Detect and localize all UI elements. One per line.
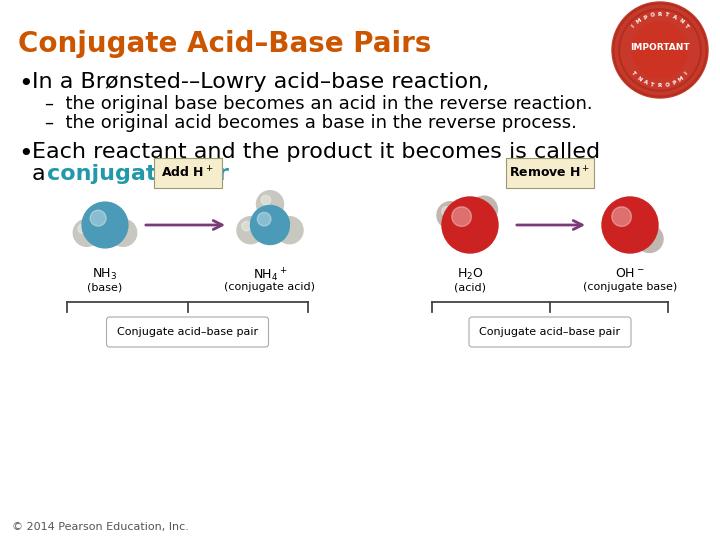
Text: Conjugate Acid–Base Pairs: Conjugate Acid–Base Pairs	[18, 30, 431, 58]
Text: M: M	[678, 75, 685, 82]
Text: OH$^-$: OH$^-$	[616, 267, 644, 280]
FancyBboxPatch shape	[469, 317, 631, 347]
Text: N: N	[678, 18, 684, 25]
Text: (acid): (acid)	[454, 282, 486, 292]
Text: conjugate pair: conjugate pair	[47, 164, 229, 184]
Text: O: O	[650, 12, 655, 18]
Text: NH$_3$: NH$_3$	[92, 267, 117, 282]
Circle shape	[251, 206, 289, 245]
Text: Conjugate acid–base pair: Conjugate acid–base pair	[117, 327, 258, 337]
Circle shape	[475, 201, 485, 210]
Text: A: A	[672, 15, 678, 21]
Text: T: T	[631, 71, 636, 77]
Circle shape	[452, 207, 472, 226]
Circle shape	[632, 22, 688, 78]
Text: H$_2$O: H$_2$O	[456, 267, 483, 282]
Text: –  the original base becomes an acid in the reverse reaction.: – the original base becomes an acid in t…	[45, 95, 593, 113]
Circle shape	[636, 226, 663, 252]
Text: •: •	[18, 142, 32, 166]
Circle shape	[612, 207, 631, 226]
Circle shape	[641, 230, 650, 240]
Text: NH$_4$$^+$: NH$_4$$^+$	[253, 267, 287, 285]
Circle shape	[471, 196, 498, 223]
Text: R: R	[658, 83, 662, 88]
FancyBboxPatch shape	[506, 158, 594, 188]
Circle shape	[256, 191, 284, 218]
Circle shape	[602, 197, 658, 253]
Text: I: I	[684, 71, 689, 76]
Circle shape	[442, 197, 498, 253]
Text: N: N	[636, 75, 642, 82]
Circle shape	[109, 219, 137, 246]
Text: T: T	[650, 82, 655, 87]
Text: Each reactant and the product it becomes is called: Each reactant and the product it becomes…	[32, 142, 600, 162]
Circle shape	[73, 219, 100, 246]
FancyBboxPatch shape	[153, 158, 222, 188]
Text: –  the original acid becomes a base in the reverse process.: – the original acid becomes a base in th…	[45, 114, 577, 132]
Circle shape	[257, 212, 271, 226]
Text: (conjugate base): (conjugate base)	[583, 282, 677, 292]
FancyBboxPatch shape	[107, 317, 269, 347]
Text: O: O	[665, 82, 670, 87]
Text: IMPORTANT: IMPORTANT	[630, 44, 690, 52]
Text: R: R	[658, 12, 662, 17]
Circle shape	[90, 210, 106, 226]
Text: T: T	[683, 23, 690, 29]
Text: Add H$^+$: Add H$^+$	[161, 165, 214, 181]
Text: (base): (base)	[87, 282, 122, 292]
Text: T: T	[665, 12, 670, 18]
Circle shape	[78, 224, 87, 233]
Circle shape	[281, 221, 290, 231]
Text: I: I	[631, 24, 636, 29]
Circle shape	[276, 217, 303, 244]
Circle shape	[261, 195, 271, 205]
Circle shape	[237, 217, 264, 244]
Text: In a Brønsted-–Lowry acid–base reaction,: In a Brønsted-–Lowry acid–base reaction,	[32, 72, 490, 92]
Circle shape	[82, 202, 128, 248]
Text: P: P	[643, 15, 649, 21]
Text: A: A	[642, 79, 649, 85]
Circle shape	[114, 224, 124, 233]
Text: (conjugate acid): (conjugate acid)	[225, 282, 315, 292]
Circle shape	[441, 206, 451, 216]
Text: Remove H$^+$: Remove H$^+$	[509, 165, 590, 181]
Text: M: M	[635, 18, 643, 25]
Text: .: .	[165, 164, 172, 184]
Circle shape	[437, 202, 464, 228]
Text: a: a	[32, 164, 53, 184]
Text: Conjugate acid–base pair: Conjugate acid–base pair	[480, 327, 621, 337]
Circle shape	[242, 221, 251, 231]
Text: © 2014 Pearson Education, Inc.: © 2014 Pearson Education, Inc.	[12, 522, 189, 532]
Text: •: •	[18, 72, 32, 96]
Circle shape	[612, 2, 708, 98]
Text: P: P	[672, 79, 678, 85]
